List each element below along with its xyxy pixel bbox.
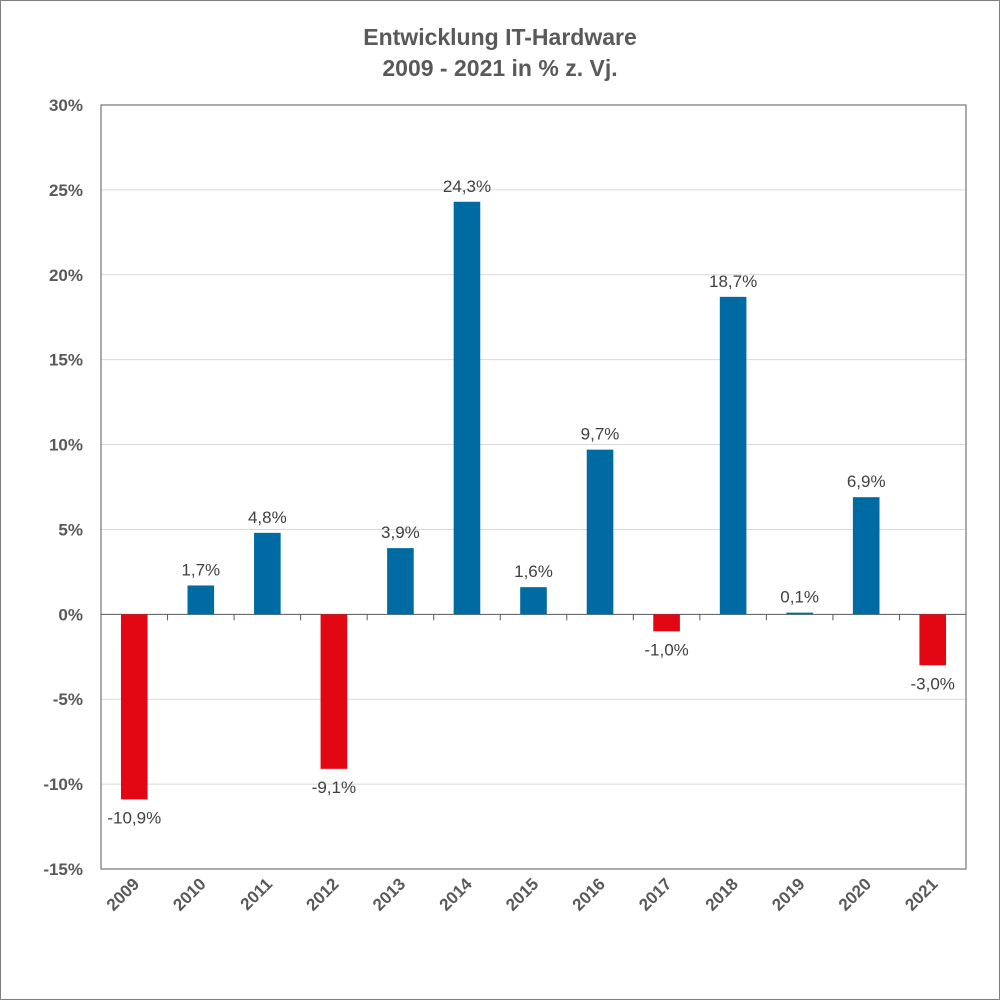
x-tick-label: 2015 [502, 874, 542, 914]
x-tick-label: 2013 [369, 874, 409, 914]
data-label: 4,8% [248, 508, 287, 527]
x-tick-label: 2010 [169, 874, 209, 914]
bar [919, 614, 947, 666]
x-tick-label: 2011 [237, 874, 277, 914]
x-tick-label: 2018 [702, 874, 742, 914]
y-tick-label: 20% [49, 266, 83, 285]
chart-title: Entwicklung IT-Hardware 2009 - 2021 in %… [0, 22, 1000, 84]
y-tick-label: 0% [58, 605, 83, 624]
data-label: -1,0% [644, 640, 688, 659]
data-label: 3,9% [381, 523, 420, 542]
bar [786, 612, 813, 615]
bar [120, 614, 148, 800]
data-label: 18,7% [709, 272, 757, 291]
y-tick-label: 15% [49, 351, 83, 370]
bar [586, 449, 614, 615]
data-label: 24,3% [443, 177, 491, 196]
data-label: -10,9% [107, 808, 161, 827]
y-tick-label: -15% [43, 860, 83, 879]
data-label: 0,1% [780, 588, 819, 607]
x-tick-label: 2021 [901, 874, 941, 914]
bar [852, 497, 880, 615]
chart-title-line: Entwicklung IT-Hardware [363, 24, 637, 50]
bar [520, 587, 547, 615]
x-tick-label: 2014 [436, 874, 477, 915]
bar [653, 614, 680, 632]
x-tick-label: 2009 [103, 874, 143, 914]
data-label: 9,7% [581, 425, 620, 444]
x-tick-label: 2017 [635, 874, 675, 914]
x-tick-label: 2016 [569, 874, 609, 914]
y-tick-label: 10% [49, 436, 83, 455]
y-tick-label: 25% [49, 181, 83, 200]
x-tick-label: 2020 [835, 874, 875, 914]
data-label: 1,6% [514, 562, 553, 581]
bar [187, 585, 215, 615]
data-label: -3,0% [911, 674, 955, 693]
x-tick-label: 2019 [768, 874, 808, 914]
data-label: 6,9% [847, 472, 886, 491]
data-label: -9,1% [312, 778, 356, 797]
bar [320, 614, 348, 769]
data-label: 1,7% [181, 560, 220, 579]
chart-subtitle-line: 2009 - 2021 in % z. Vj. [382, 55, 618, 81]
y-tick-label: 5% [58, 520, 83, 539]
bar [719, 296, 747, 615]
plot-area-border [100, 104, 967, 870]
y-tick-label: -5% [53, 690, 83, 709]
bar [254, 532, 281, 615]
x-tick-label: 2012 [303, 874, 343, 914]
y-tick-label: 30% [49, 96, 83, 115]
bar [453, 201, 481, 615]
y-tick-label: -10% [43, 775, 83, 794]
bar [387, 548, 414, 615]
